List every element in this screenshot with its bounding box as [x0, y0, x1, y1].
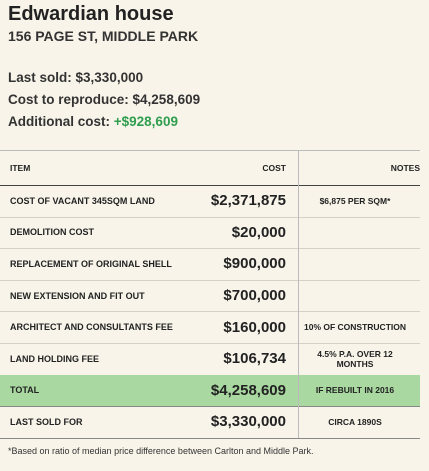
cost: $20,000 [231, 223, 286, 241]
summary-value: $3,330,000 [75, 70, 144, 85]
note: 10% OF CONSTRUCTION [303, 322, 406, 333]
rule [0, 406, 420, 408]
rule [0, 311, 420, 313]
note: 4.5% P.A. OVER 12 MONTHS [317, 348, 393, 369]
item: LAND HOLDING FEE [10, 353, 99, 364]
summary-line: Last sold: $3,330,000 [8, 70, 143, 85]
item: DEMOLITION COST [10, 227, 94, 238]
rule [0, 216, 420, 218]
cost: $160,000 [223, 318, 286, 336]
column-divider [298, 150, 299, 438]
cost: $4,258,609 [210, 381, 286, 399]
item: NEW EXTENSION AND FIT OUT [10, 290, 145, 301]
table: ITEM COST NOTES COST OF VACANT 345SQM LAND $… [0, 150, 420, 439]
summary-label: Last sold: [8, 70, 72, 85]
rule [0, 185, 420, 186]
summary-value: +$928,609 [113, 114, 178, 129]
highlight [0, 374, 420, 407]
rule [0, 279, 420, 281]
rule [0, 248, 420, 250]
item: REPLACEMENT OF ORIGINAL SHELL [10, 258, 172, 269]
summary-label: Additional cost: [8, 114, 110, 129]
item: TOTAL [10, 385, 40, 396]
note: CIRCA 1890S [328, 416, 382, 427]
summary-line: Additional cost: +$928,609 [8, 114, 178, 129]
column-header: ITEM [10, 162, 31, 173]
cost: $2,371,875 [210, 192, 286, 210]
item: LAST SOLD FOR [10, 416, 83, 427]
note: IF REBUILT IN 2016 [315, 385, 395, 396]
item: ARCHITECT AND CONSULTANTS FEE [10, 322, 173, 333]
title: Edwardian house [8, 3, 174, 25]
rule [0, 437, 420, 439]
column-header: NOTES [390, 162, 420, 173]
rule [0, 343, 420, 344]
subtitle: 156 PAGE ST, MIDDLE PARK [8, 28, 199, 44]
cost: $700,000 [223, 287, 286, 305]
footnote: *Based on ratio of median price differen… [8, 446, 314, 456]
summary-line: Cost to reproduce: $4,258,609 [8, 92, 200, 107]
summary-label: Cost to reproduce: [8, 92, 129, 107]
note: $6,875 PER SQM* [319, 195, 391, 206]
rule [0, 150, 420, 151]
cost: $900,000 [223, 255, 286, 273]
cost: $3,330,000 [210, 413, 286, 431]
item: COST OF VACANT 345SQM LAND [10, 195, 155, 206]
column-header: COST [262, 162, 286, 173]
cost: $106,734 [223, 350, 286, 368]
summary-value: $4,258,609 [132, 92, 201, 107]
